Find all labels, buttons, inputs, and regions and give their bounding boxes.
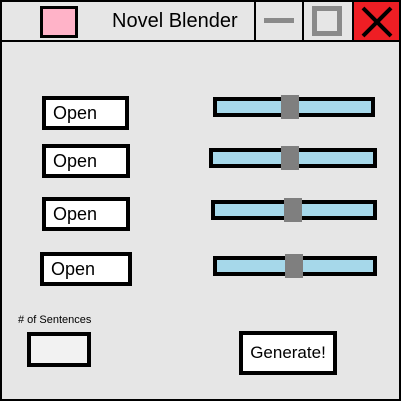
open-button-3[interactable]: Open	[42, 197, 130, 231]
slider-2[interactable]	[209, 146, 377, 170]
maximize-button[interactable]	[302, 2, 350, 40]
slider-3-thumb[interactable]	[284, 198, 302, 222]
app-icon	[40, 6, 78, 38]
generate-button[interactable]: Generate!	[239, 331, 337, 375]
close-button[interactable]	[352, 2, 399, 40]
minimize-icon	[264, 18, 294, 23]
title-bar: Novel Blender	[2, 2, 399, 42]
close-icon	[361, 6, 393, 38]
slider-2-thumb[interactable]	[281, 146, 299, 170]
slider-3[interactable]	[211, 198, 377, 222]
sentences-label: # of Sentences	[18, 314, 92, 326]
open-button-2[interactable]: Open	[42, 144, 130, 178]
slider-4-thumb[interactable]	[285, 254, 303, 278]
window-title: Novel Blender	[112, 10, 238, 32]
sentences-input[interactable]	[27, 332, 91, 367]
maximize-icon	[312, 6, 342, 36]
open-button-4[interactable]: Open	[40, 252, 132, 286]
slider-1-thumb[interactable]	[281, 95, 299, 119]
slider-1[interactable]	[213, 95, 375, 119]
minimize-button[interactable]	[254, 2, 302, 40]
open-button-1[interactable]: Open	[42, 96, 129, 130]
slider-4[interactable]	[213, 254, 377, 278]
